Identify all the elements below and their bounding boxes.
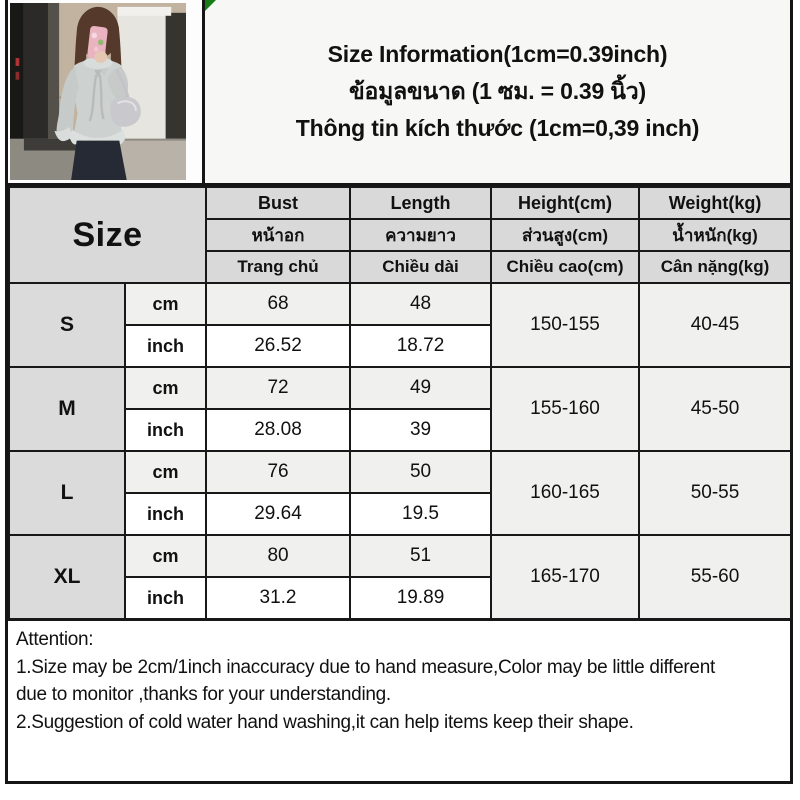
header-weight-vi: Cân nặng(kg): [638, 250, 793, 284]
unit-cm-label: cm: [123, 534, 208, 578]
header-height-th: ส่วนสูง(cm): [490, 218, 641, 252]
table-row-s-cm: S cm 68 48 150-155 40-45: [8, 282, 793, 368]
table-row-m-cm: M cm 72 49 155-160 45-50: [8, 366, 793, 452]
header-length-vi: Chiều dài: [349, 250, 493, 284]
cell-comment-marker-icon: [205, 0, 216, 11]
table-row-xl-cm: XL cm 80 51 165-170 55-60: [8, 534, 793, 620]
header-height-en: Height(cm): [490, 186, 641, 220]
size-chart-sheet: Size Information(1cm=0.39inch) ข้อมูลขนา…: [5, 0, 793, 784]
header-bust-en: Bust: [205, 186, 352, 220]
header-row-en: Size Bust Length Height(cm) Weight(kg): [7, 186, 793, 284]
s-bust-inch: 26.52: [205, 324, 352, 368]
s-bust-cm: 68: [205, 282, 352, 326]
unit-inch-label: inch: [123, 324, 208, 368]
title-vietnamese: Thông tin kích thước (1cm=0,39 inch): [295, 115, 700, 141]
attention-line-2: due to monitor ,thanks for your understa…: [16, 684, 391, 705]
table-row-s-inch: inch 26.52 18.72: [9, 324, 791, 368]
unit-cm-label: cm: [123, 282, 208, 326]
size-header: Size: [7, 186, 208, 284]
title-thai: ข้อมูลขนาด (1 ซม. = 0.39 นิ้ว): [349, 78, 646, 104]
size-label-m: M: [8, 366, 126, 452]
header-height-vi: Chiều cao(cm): [490, 250, 641, 284]
product-photo-cell: [8, 0, 205, 183]
m-bust-inch: 28.08: [205, 408, 352, 452]
attention-line-3: 2.Suggestion of cold water hand washing,…: [16, 711, 634, 733]
table-row-m-inch: inch 28.08 39: [9, 408, 791, 452]
unit-cm-label: cm: [123, 450, 208, 494]
table-row-l-cm: L cm 76 50 160-165 50-55: [8, 450, 793, 536]
product-photo-illustration: [10, 3, 186, 180]
l-height: 160-165: [490, 450, 641, 536]
m-weight: 45-50: [638, 366, 793, 452]
unit-inch-label: inch: [123, 492, 208, 536]
header-weight-th: น้ำหนัก(kg): [638, 218, 793, 252]
attention-note: Attention: 1.Size may be 2cm/1inch inacc…: [8, 620, 790, 781]
header-weight-en: Weight(kg): [638, 186, 793, 220]
title-cell: Size Information(1cm=0.39inch) ข้อมูลขนา…: [205, 0, 790, 183]
m-bust-cm: 72: [205, 366, 352, 410]
l-bust-cm: 76: [205, 450, 352, 494]
header-row-vi: Trang chủ Chiều dài Chiều cao(cm) Cân nặ…: [9, 250, 793, 284]
header-length-en: Length: [349, 186, 493, 220]
unit-inch-label: inch: [123, 576, 208, 620]
size-label-xl: XL: [8, 534, 126, 620]
l-length-inch: 19.5: [349, 492, 493, 536]
table-row-xl-inch: inch 31.2 19.89: [9, 576, 791, 620]
l-weight: 50-55: [638, 450, 793, 536]
m-length-inch: 39: [349, 408, 493, 452]
attention-line-1: 1.Size may be 2cm/1inch inaccuracy due t…: [16, 656, 715, 678]
attention-heading: Attention:: [16, 629, 94, 650]
table-row-l-inch: inch 29.64 19.5: [9, 492, 791, 536]
header-length-th: ความยาว: [349, 218, 493, 252]
s-length-cm: 48: [349, 282, 493, 326]
header-row-th: หน้าอก ความยาว ส่วนสูง(cm) น้ำหนัก(kg): [9, 218, 793, 252]
top-section: Size Information(1cm=0.39inch) ข้อมูลขนา…: [8, 0, 790, 186]
unit-inch-label: inch: [123, 408, 208, 452]
xl-length-cm: 51: [349, 534, 493, 578]
header-bust-vi: Trang chủ: [205, 250, 352, 284]
size-table: Size Bust Length Height(cm) Weight(kg) ห…: [7, 186, 793, 620]
xl-height: 165-170: [490, 534, 641, 620]
header-bust-th: หน้าอก: [205, 218, 352, 252]
s-weight: 40-45: [638, 282, 793, 368]
s-height: 150-155: [490, 282, 641, 368]
unit-cm-label: cm: [123, 366, 208, 410]
l-bust-inch: 29.64: [205, 492, 352, 536]
m-height: 155-160: [490, 366, 641, 452]
xl-bust-inch: 31.2: [205, 576, 352, 620]
xl-bust-cm: 80: [205, 534, 352, 578]
title-english: Size Information(1cm=0.39inch): [327, 41, 668, 67]
m-length-cm: 49: [349, 366, 493, 410]
xl-weight: 55-60: [638, 534, 793, 620]
size-label-l: L: [8, 450, 126, 536]
xl-length-inch: 19.89: [349, 576, 493, 620]
s-length-inch: 18.72: [349, 324, 493, 368]
product-photo: [10, 3, 186, 180]
l-length-cm: 50: [349, 450, 493, 494]
size-label-s: S: [8, 282, 126, 368]
